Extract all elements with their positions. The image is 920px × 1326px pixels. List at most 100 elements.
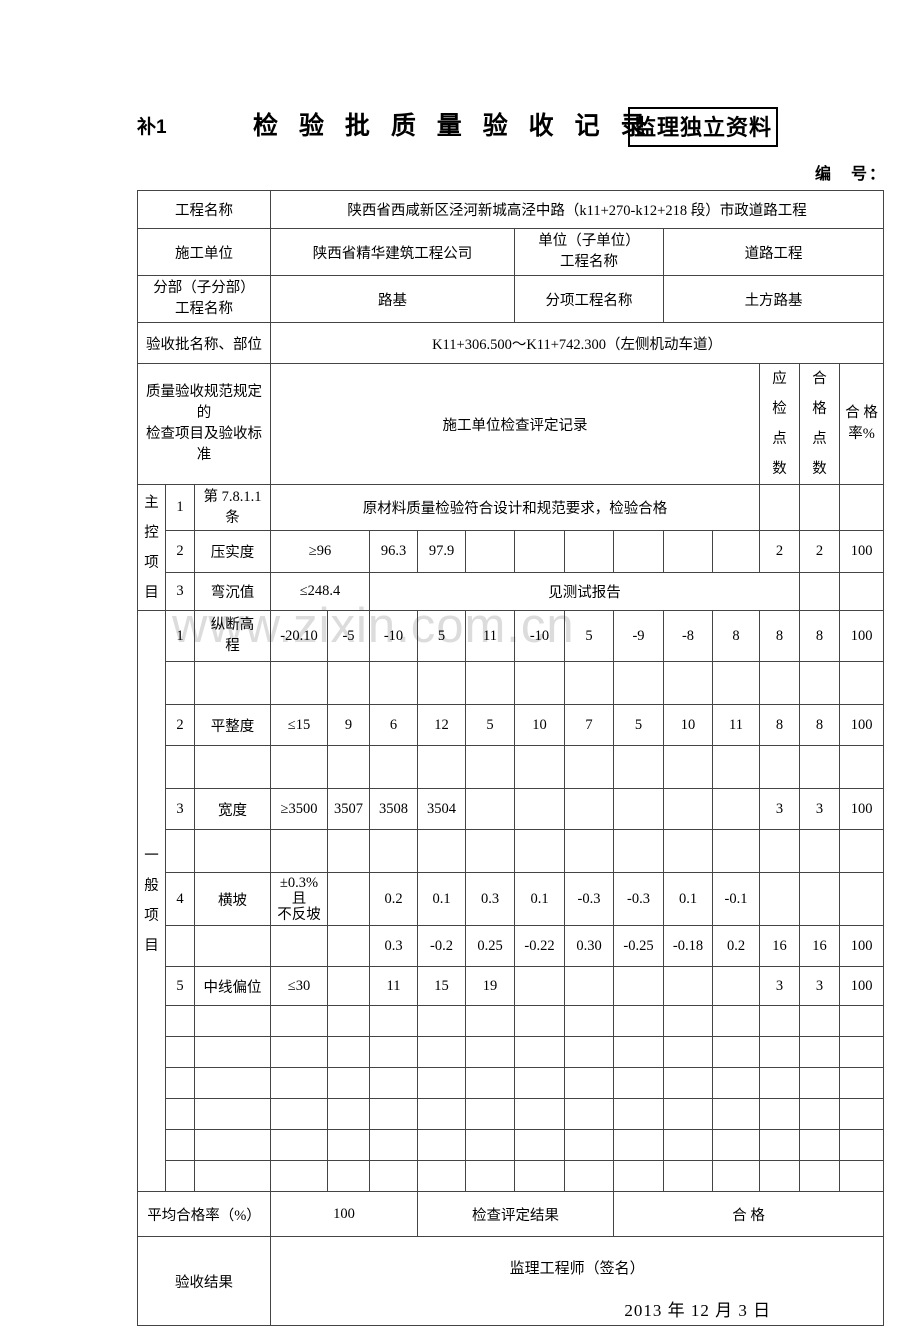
general-item-value-5-4 (514, 966, 565, 1006)
blank-cell (270, 1067, 328, 1099)
general-item-value-3-4 (465, 788, 515, 830)
blank-cell (194, 1005, 271, 1037)
blank-cell (799, 829, 840, 873)
blank-cell (564, 829, 614, 873)
general-item-value-4-8: -0.1 (712, 872, 760, 926)
blank-cell (663, 1098, 713, 1130)
acceptance-label: 验收结果 (137, 1236, 271, 1326)
general-item-value-1-3: 5 (417, 610, 466, 662)
blank-cell (838, 1005, 885, 1037)
main-item-text-1: 原材料质量检验符合设计和规范要求，检验合格 (270, 484, 760, 531)
blank-cell (712, 1067, 760, 1099)
signature-area: 监理工程师（签名） 2013 年 12 月 3 日 (269, 1236, 885, 1326)
general-item-value-4-5: -0.3 (564, 872, 614, 926)
blank-cell (838, 1036, 885, 1068)
blank-cell (194, 745, 271, 789)
blank-cell (564, 1005, 614, 1037)
blank-cell (663, 1160, 713, 1192)
blank-cell (194, 829, 271, 873)
blank-cell (165, 1098, 195, 1130)
blank-cell (194, 1067, 271, 1099)
signature-date: 2013 年 12 月 3 日 (624, 1301, 772, 1320)
blank-cell (270, 745, 328, 789)
avg-rate-value: 100 (270, 1191, 418, 1237)
qualified-header: 合格点数 (799, 363, 840, 485)
blank-cell (194, 1036, 271, 1068)
general-item-no-5: 5 (165, 966, 195, 1006)
general-item-should-check-2: 8 (759, 704, 800, 746)
general-item-value2-4-2: -0.2 (417, 925, 466, 967)
main-item-value-2-4 (514, 530, 565, 573)
general-item-should-check-4 (759, 872, 800, 926)
general-item-spec-4-line2: 不反坡 (277, 907, 321, 923)
general-item-should-check-3: 3 (759, 788, 800, 830)
general-item-spec-4-line1: ±0.3%且 (279, 875, 319, 907)
general-item-value-3-3: 3504 (417, 788, 466, 830)
criteria-header-line2: 检查项目及验收标准 (146, 426, 262, 463)
blank-cell (165, 1067, 195, 1099)
general-item-value-2-6: 7 (564, 704, 614, 746)
general-item-name-3: 宽度 (194, 788, 271, 830)
blank-cell (799, 1005, 840, 1037)
blank-cell (270, 1036, 328, 1068)
general-item-value-1-1: -5 (327, 610, 370, 662)
blank-cell (165, 745, 195, 789)
blank-cell (712, 1098, 760, 1130)
blank-cell (369, 829, 418, 873)
blank-cell (712, 1160, 760, 1192)
result-value: 合 格 (612, 1191, 885, 1237)
general-item-value-1-9: 8 (712, 610, 760, 662)
general-item-value-5-6 (613, 966, 664, 1006)
result-label: 检查评定结果 (417, 1191, 614, 1237)
blank-cell (712, 745, 760, 789)
blank-cell (327, 829, 370, 873)
blank-cell (564, 1036, 614, 1068)
blank-cell (417, 745, 466, 789)
blank-cell (759, 745, 800, 789)
blank-cell (417, 1005, 466, 1037)
blank-cell (327, 745, 370, 789)
blank-cell (712, 829, 760, 873)
general-item-should-check-5: 3 (759, 966, 800, 1006)
general-item-value2-4-3: 0.25 (465, 925, 515, 967)
unit-project-label: 单位（子单位） 工程名称 (514, 228, 664, 276)
general-item-row-2: 2 平整度 ≤15 9 6 12 5 10 7 5 10 11 8 8 100 (138, 704, 885, 746)
blank-row (138, 1160, 885, 1192)
general-item-no-2: 2 (165, 704, 195, 746)
general-item-row-4-second: 0.3 -0.2 0.25 -0.22 0.30 -0.25 -0.18 0.2… (138, 925, 885, 967)
blank-cell (613, 1160, 664, 1192)
blank-cell (514, 1036, 565, 1068)
section-label-general: 一般项目 (137, 610, 166, 1192)
main-item-value-2-2: 97.9 (417, 530, 466, 573)
blank-cell (270, 1098, 328, 1130)
general-item-value-2-5: 10 (514, 704, 565, 746)
general-item-rate-1: 100 (838, 610, 885, 662)
main-item-name-1-line2: 条 (225, 509, 240, 526)
general-item-value2-4-4: -0.22 (514, 925, 565, 967)
blank-cell (663, 745, 713, 789)
blank-cell (838, 1129, 885, 1161)
general-item-no-1: 1 (165, 610, 195, 662)
general-item-value2-4-8: 0.2 (712, 925, 760, 967)
blank-cell (417, 1129, 466, 1161)
blank-cell (759, 1005, 800, 1037)
blank-cell (270, 925, 328, 967)
blank-cell (799, 1160, 840, 1192)
general-item-value-2-7: 5 (613, 704, 664, 746)
blank-cell (838, 1160, 885, 1192)
unit-project-value: 道路工程 (662, 228, 885, 276)
division-label-line2: 工程名称 (175, 301, 233, 317)
blank-cell (712, 1005, 760, 1037)
blank-cell (564, 1129, 614, 1161)
blank-cell (465, 1098, 515, 1130)
blank-cell (465, 661, 515, 705)
general-item-value-4-2: 0.1 (417, 872, 466, 926)
unit-project-label-line2: 工程名称 (560, 254, 618, 270)
blank-row (138, 1067, 885, 1099)
main-item-text-3: 见测试报告 (369, 572, 800, 611)
blank-cell (799, 745, 840, 789)
blank-cell (712, 661, 760, 705)
general-item-value2-4-1: 0.3 (369, 925, 418, 967)
general-item-spec-3: ≥3500 (270, 788, 328, 830)
main-item-value-2-3 (465, 530, 515, 573)
